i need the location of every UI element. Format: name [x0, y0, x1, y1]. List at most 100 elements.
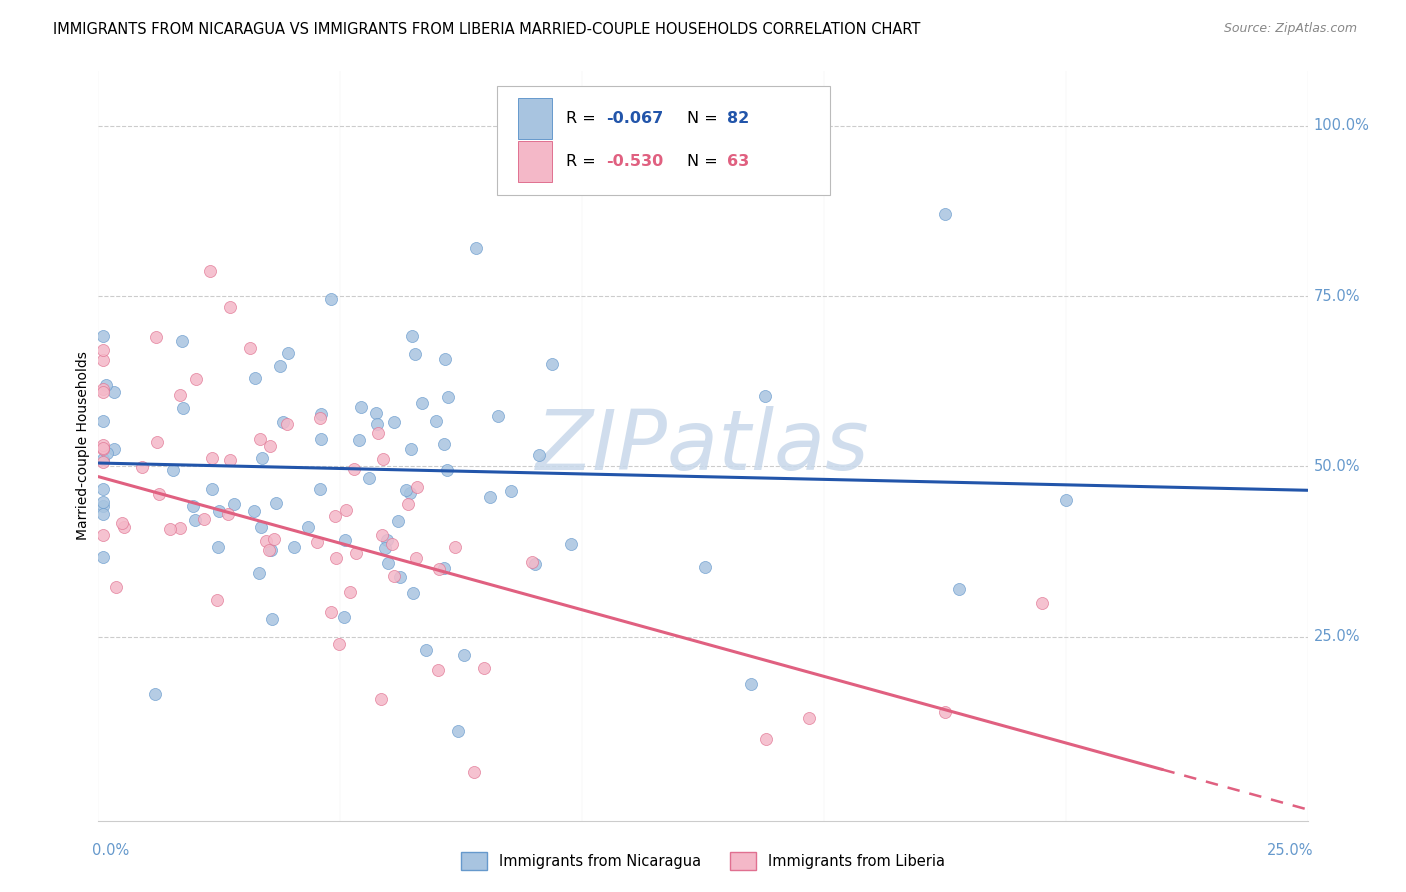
Point — [934, 207, 956, 221]
Point — [427, 562, 450, 576]
Point — [170, 334, 193, 349]
Point — [499, 483, 522, 498]
Point — [395, 483, 418, 498]
Point — [103, 442, 125, 456]
Point — [367, 426, 389, 441]
Point — [91, 527, 114, 541]
FancyBboxPatch shape — [517, 98, 553, 139]
Point — [377, 533, 399, 547]
Text: 100.0%: 100.0% — [1313, 119, 1369, 133]
Point — [91, 549, 114, 564]
Point — [91, 451, 114, 466]
Point — [381, 536, 404, 550]
Point — [297, 520, 319, 534]
Point — [103, 384, 125, 399]
Point — [350, 400, 373, 414]
Text: R =: R = — [567, 153, 602, 169]
Point — [357, 471, 380, 485]
Point — [259, 438, 281, 452]
Text: 63: 63 — [727, 153, 749, 169]
Point — [218, 453, 240, 467]
Point — [405, 480, 427, 494]
Text: 25.0%: 25.0% — [1267, 843, 1313, 858]
Point — [1031, 596, 1053, 610]
Point — [328, 637, 350, 651]
Point — [169, 387, 191, 401]
Point — [145, 330, 167, 344]
Point — [305, 535, 328, 549]
Point — [398, 486, 420, 500]
Point — [91, 441, 114, 455]
Point — [434, 352, 457, 367]
Point — [370, 692, 392, 706]
Point — [387, 514, 409, 528]
Point — [948, 582, 970, 596]
Y-axis label: Married-couple Households: Married-couple Households — [76, 351, 90, 541]
Point — [207, 540, 229, 554]
Point — [399, 442, 422, 456]
Point — [269, 359, 291, 373]
Point — [91, 500, 114, 514]
Point — [402, 586, 425, 600]
Text: IMMIGRANTS FROM NICARAGUA VS IMMIGRANTS FROM LIBERIA MARRIED-COUPLE HOUSEHOLDS C: IMMIGRANTS FROM NICARAGUA VS IMMIGRANTS … — [53, 22, 921, 37]
Point — [695, 560, 717, 574]
Point — [263, 533, 285, 547]
Point — [193, 512, 215, 526]
Point — [250, 451, 273, 466]
Point — [91, 382, 114, 396]
Point — [309, 407, 332, 421]
Text: 75.0%: 75.0% — [1313, 289, 1360, 303]
Point — [343, 461, 366, 475]
Point — [425, 414, 447, 428]
Point — [249, 432, 271, 446]
Point — [366, 417, 388, 432]
Point — [207, 504, 229, 518]
Point — [200, 450, 222, 465]
FancyBboxPatch shape — [498, 87, 830, 195]
Point — [446, 724, 468, 739]
Point — [264, 496, 287, 510]
Point — [91, 495, 114, 509]
Point — [186, 372, 208, 386]
Point — [560, 536, 582, 550]
Text: ZIPatlas: ZIPatlas — [536, 406, 870, 486]
Point — [524, 557, 547, 571]
Point — [146, 434, 169, 449]
Point — [1054, 493, 1077, 508]
Point — [111, 516, 134, 530]
Point — [181, 499, 204, 513]
Point — [112, 519, 135, 533]
Point — [283, 540, 305, 554]
Point — [344, 546, 367, 560]
Point — [260, 612, 283, 626]
Point — [323, 509, 346, 524]
Point — [404, 346, 426, 360]
Point — [388, 570, 411, 584]
Point — [247, 566, 270, 580]
Point — [463, 765, 485, 780]
Point — [162, 462, 184, 476]
Point — [374, 541, 396, 556]
Point — [91, 507, 114, 521]
Point — [143, 687, 166, 701]
Text: Source: ZipAtlas.com: Source: ZipAtlas.com — [1223, 22, 1357, 36]
Point — [934, 705, 956, 719]
Text: 25.0%: 25.0% — [1313, 629, 1360, 644]
Point — [335, 503, 357, 517]
Point — [94, 378, 117, 392]
Point — [309, 432, 332, 446]
Point — [91, 482, 114, 496]
Point — [319, 293, 342, 307]
Point — [224, 497, 246, 511]
Point — [243, 504, 266, 518]
Point — [382, 569, 405, 583]
Text: -0.530: -0.530 — [606, 153, 664, 169]
Point — [277, 346, 299, 360]
Point — [159, 522, 181, 536]
Point — [308, 410, 330, 425]
Point — [172, 401, 194, 416]
Point — [257, 543, 280, 558]
Point — [104, 580, 127, 594]
Point — [486, 409, 509, 424]
Point — [799, 711, 821, 725]
